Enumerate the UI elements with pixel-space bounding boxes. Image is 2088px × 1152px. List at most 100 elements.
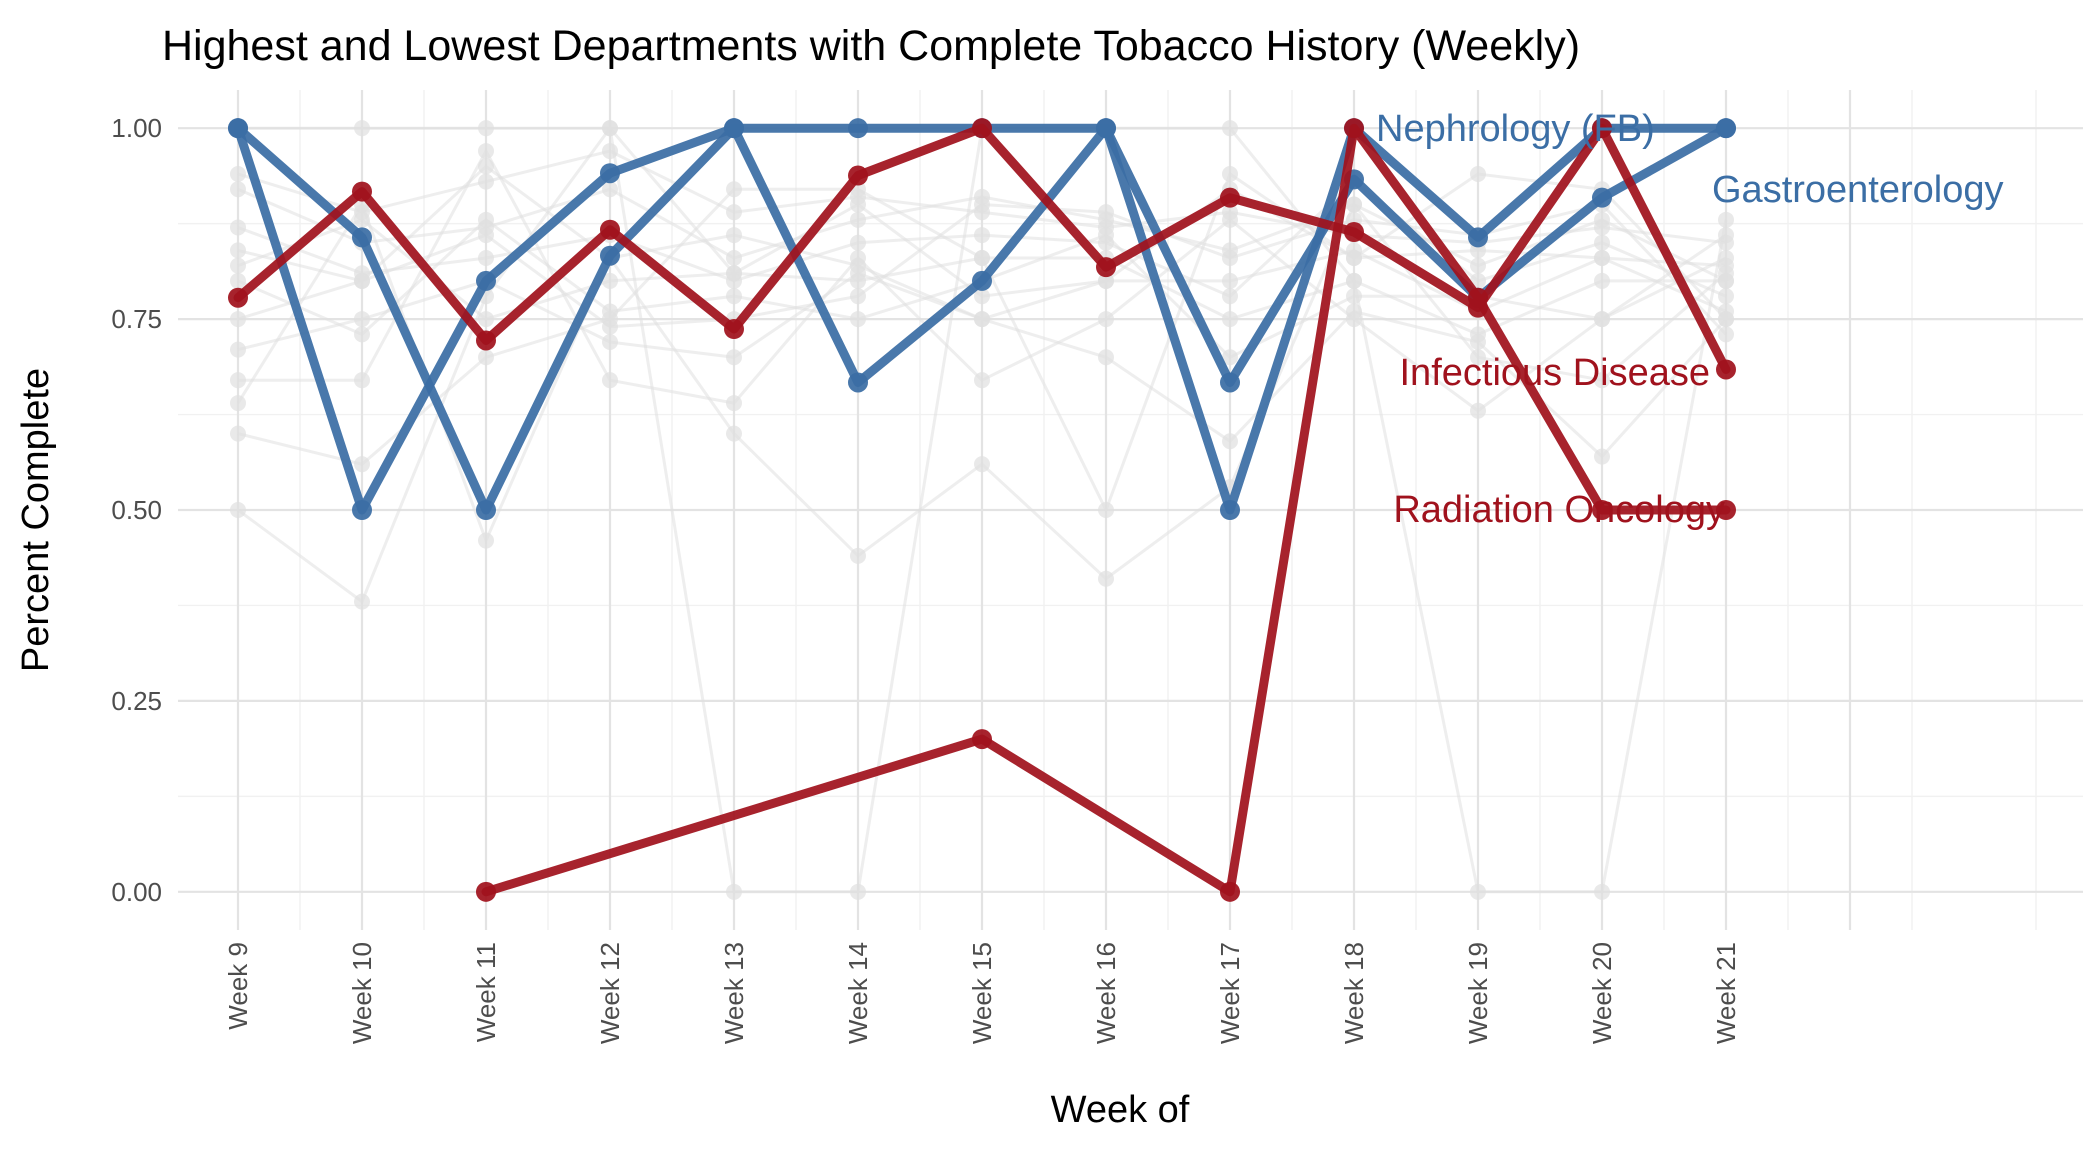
series-point — [1344, 118, 1364, 139]
series-label: Radiation Oncology — [1393, 489, 1725, 531]
background-series-point — [1346, 272, 1362, 289]
series-label: Nephrology (FB) — [1376, 108, 1655, 150]
background-series-point — [726, 227, 742, 244]
series-point — [1096, 257, 1116, 278]
background-series-point — [230, 219, 246, 236]
series-point — [1592, 118, 1612, 139]
background-series-point — [1098, 272, 1114, 289]
highlighted-series — [228, 118, 1736, 902]
background-series-point — [354, 120, 370, 137]
background-series-point — [1594, 448, 1610, 465]
x-tick-label: Week 13 — [719, 942, 749, 1044]
background-series-point — [726, 395, 742, 412]
background-series-point — [1594, 272, 1610, 289]
background-series-point — [230, 311, 246, 328]
background-series-point — [230, 257, 246, 274]
background-series-point — [1594, 250, 1610, 266]
background-series-point — [354, 456, 370, 473]
y-tick-label: 1.00 — [111, 113, 162, 143]
x-tick-label: Week 16 — [1091, 942, 1121, 1044]
series-point — [476, 881, 496, 902]
series-point — [1468, 287, 1488, 308]
background-series-point — [354, 326, 370, 343]
background-series-point — [1470, 334, 1486, 350]
background-series-point — [1470, 257, 1486, 274]
x-tick-label: Week 21 — [1711, 942, 1741, 1044]
background-series-point — [726, 265, 742, 282]
series-radiation-oncology — [476, 118, 1736, 902]
background-series-point — [974, 227, 990, 244]
background-series-point — [1470, 166, 1486, 182]
background-series-point — [1222, 349, 1238, 366]
y-axis-ticks: 0.00 0.25 0.50 0.75 1.00 — [111, 113, 162, 907]
background-series-point — [354, 593, 370, 610]
background-series-point — [850, 196, 866, 213]
y-tick-label: 0.50 — [111, 495, 162, 525]
background-series-point — [478, 349, 494, 366]
background-series-point — [230, 272, 246, 289]
series-point — [1592, 500, 1612, 520]
background-series-point — [602, 272, 618, 289]
background-series-point — [850, 265, 866, 282]
background-series-point — [850, 234, 866, 251]
series-point — [352, 181, 372, 202]
y-axis-title: Percent Complete — [15, 368, 57, 672]
background-series-point — [1594, 311, 1610, 328]
series-label: Gastroenterology — [1712, 169, 2004, 211]
background-series-point — [230, 166, 246, 182]
series-point — [476, 270, 496, 291]
background-series-point — [850, 311, 866, 328]
background-series-point — [726, 288, 742, 305]
x-tick-label: Week 14 — [843, 942, 873, 1044]
background-series-point — [230, 425, 246, 442]
background-series-point — [602, 120, 618, 137]
background-series-point — [602, 372, 618, 389]
chart-title: Highest and Lowest Departments with Comp… — [162, 22, 1580, 70]
background-series-point — [1718, 211, 1734, 228]
x-tick-label: Week 10 — [347, 942, 377, 1044]
background-series-point — [602, 334, 618, 350]
background-series-point — [1718, 288, 1734, 305]
series-point — [600, 163, 620, 184]
background-series-point — [1098, 204, 1114, 221]
background-series-point — [1222, 250, 1238, 266]
series-point — [476, 500, 496, 520]
background-series-point — [478, 143, 494, 160]
background-series-point — [354, 372, 370, 389]
series-point — [352, 500, 372, 520]
background-series-point — [1718, 257, 1734, 274]
background-series-point — [1594, 211, 1610, 228]
series-point — [1344, 222, 1364, 243]
background-series-point — [478, 211, 494, 228]
x-tick-label: Week 9 — [223, 942, 253, 1030]
background-series-point — [1098, 570, 1114, 587]
series-point — [1468, 227, 1488, 248]
background-series-point — [726, 250, 742, 266]
series-point — [1716, 500, 1736, 520]
background-series-point — [1470, 349, 1486, 366]
y-tick-label: 0.75 — [111, 304, 162, 334]
series-point — [848, 372, 868, 393]
background-series-point — [974, 250, 990, 266]
series-point — [1716, 118, 1736, 139]
background-series-point — [850, 883, 866, 900]
background-series-point — [1346, 250, 1362, 266]
background-series-point — [1098, 311, 1114, 328]
background-series-point — [726, 181, 742, 198]
series-point — [1592, 187, 1612, 208]
background-series-point — [1718, 326, 1734, 343]
x-axis-title: Week of — [1051, 1089, 1190, 1131]
background-series-point — [1222, 120, 1238, 137]
x-tick-label: Week 20 — [1587, 942, 1617, 1044]
background-series-point — [1346, 311, 1362, 328]
series-point — [476, 330, 496, 351]
background-series-point — [726, 349, 742, 366]
background-series-point — [850, 250, 866, 266]
background-series-point — [1222, 433, 1238, 450]
background-series-point — [1222, 311, 1238, 328]
background-series-point — [230, 372, 246, 389]
background-series-point — [478, 227, 494, 244]
background-series-point — [1222, 211, 1238, 228]
x-tick-label: Week 11 — [471, 942, 501, 1042]
